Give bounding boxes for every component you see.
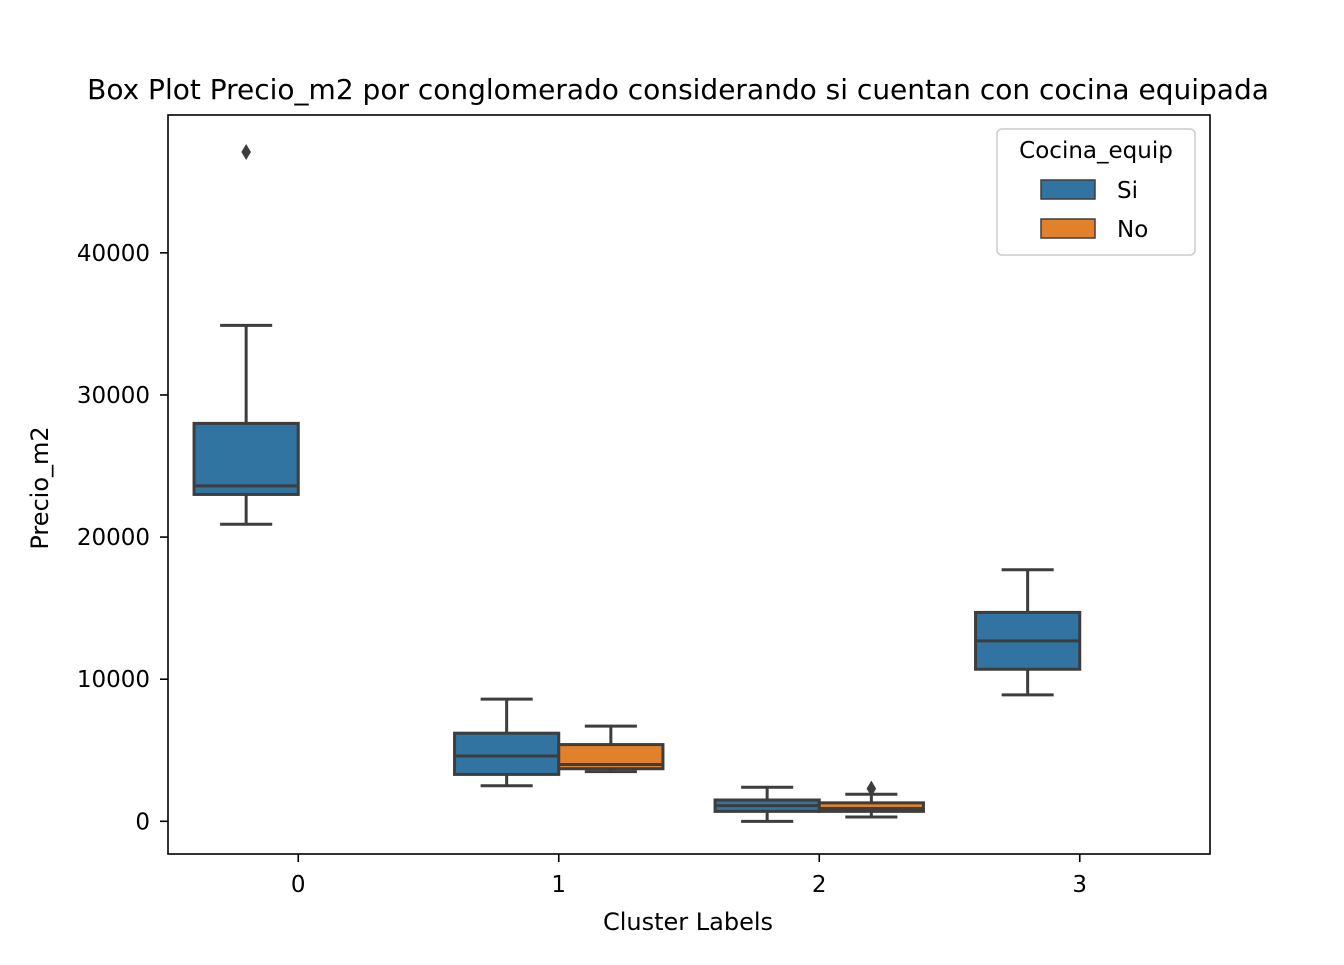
y-tick-label: 10000 [77,667,150,693]
outlier-marker [241,143,251,160]
y-axis-label: Precio_m2 [26,426,54,549]
outlier-marker [866,780,877,797]
box-iqr [192,421,300,496]
y-tick-label: 0 [135,809,150,835]
x-tick-label: 2 [812,872,827,898]
x-tick-label: 0 [291,872,306,898]
y-axis-ticks: 0 10000 20000 30000 40000 [77,241,168,835]
box-no-cluster-1 [557,724,665,774]
box-iqr [453,731,561,776]
plot-frame [167,114,1211,855]
legend-title: Cocina_equip [1019,138,1173,164]
x-axis-ticks: 0 1 2 3 [291,854,1087,898]
legend-swatch-si [1040,179,1096,200]
box-no-cluster-2 [817,780,925,819]
legend-entries: Si No [1040,178,1148,243]
y-tick-label: 20000 [77,525,150,551]
box-si-cluster-3 [974,568,1082,697]
legend: Cocina_equip Si No [996,128,1196,256]
box-si-cluster-0 [192,143,300,526]
box-si-cluster-1 [453,697,561,788]
chart-title: Box Plot Precio_m2 por conglomerado cons… [87,73,1269,106]
legend-label-si: Si [1117,178,1138,204]
plot-area [192,143,1082,823]
legend-label-no: No [1117,217,1148,243]
y-tick-label: 30000 [77,383,150,409]
x-tick-label: 3 [1072,872,1087,898]
y-tick-label: 40000 [77,241,150,267]
box-si-cluster-2 [713,785,821,823]
x-axis-label: Cluster Labels [603,908,773,936]
legend-swatch-no [1040,218,1096,239]
x-tick-label: 1 [551,872,566,898]
